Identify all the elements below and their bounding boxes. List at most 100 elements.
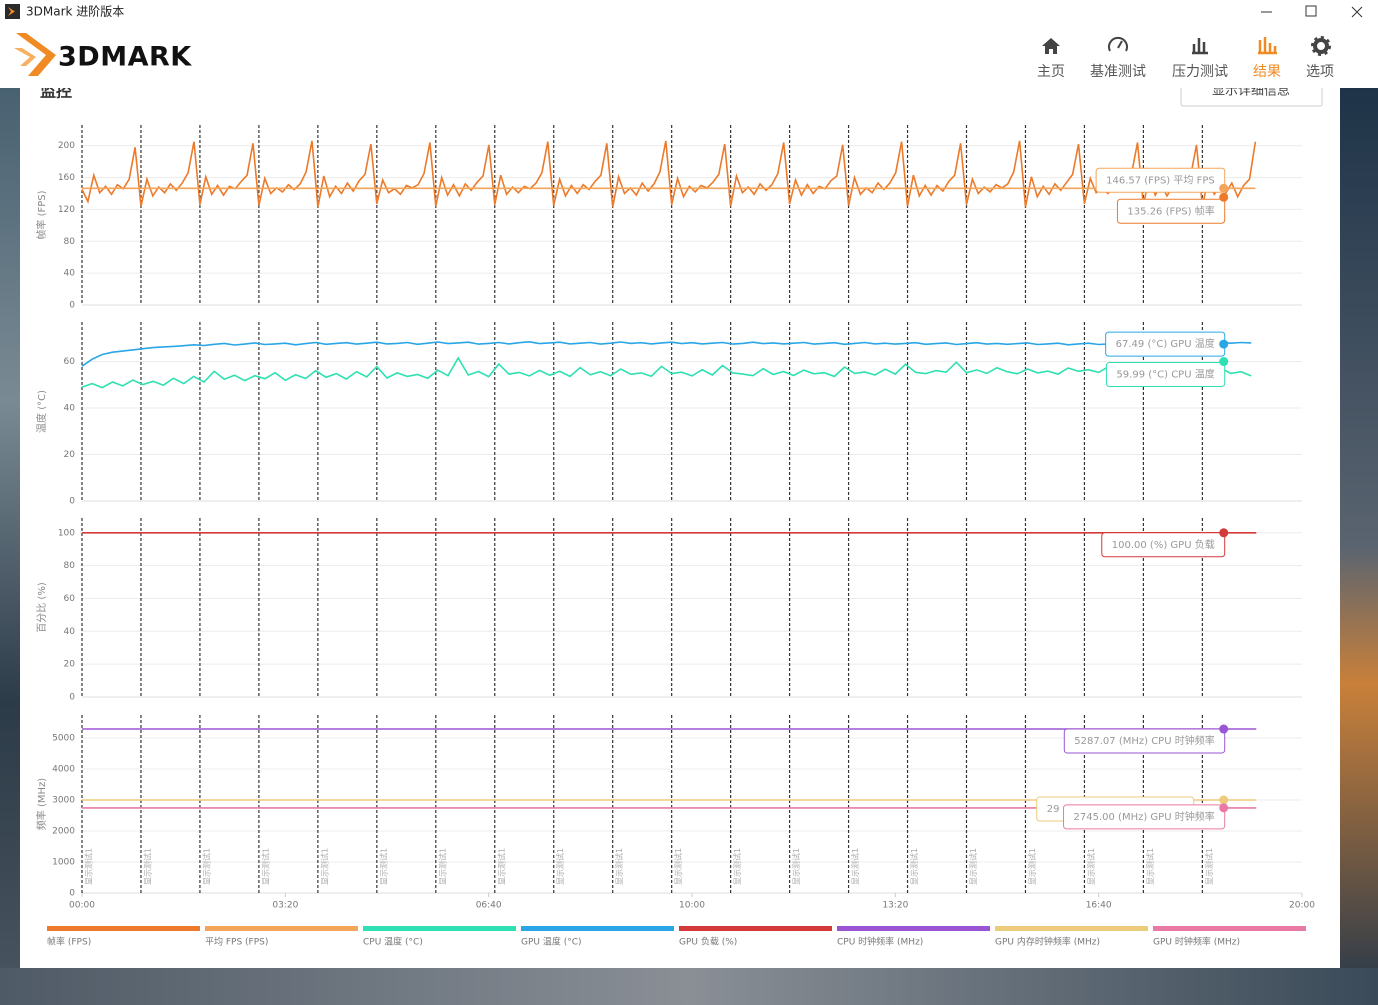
annotation-dot xyxy=(1219,795,1229,805)
icon-home xyxy=(1042,38,1060,54)
y-axis-title: 温度 (°C) xyxy=(35,390,48,433)
test-marker-label: 显示测试1 xyxy=(1204,848,1214,885)
test-marker-label: 显示测试1 xyxy=(732,848,742,885)
nav-item[interactable]: 结果 xyxy=(1253,64,1281,80)
legend-swatch xyxy=(995,926,1148,931)
annotation-dot xyxy=(1219,192,1229,202)
annotation-dot xyxy=(1219,724,1229,734)
nav-item[interactable]: 主页 xyxy=(1037,64,1065,80)
series-line xyxy=(81,356,1252,389)
legend-label: CPU 时钟频率 (MHz) xyxy=(837,936,923,948)
annotation-box xyxy=(1101,532,1226,558)
annotation-dot xyxy=(1219,528,1229,538)
test-marker-label: 显示测试1 xyxy=(84,848,94,885)
annotation-label: 2745.00 (MHz) GPU 时钟频率 xyxy=(1074,810,1215,823)
close[interactable] xyxy=(1351,6,1363,18)
annotation-box xyxy=(1116,198,1226,224)
annotation-dot xyxy=(1219,183,1229,193)
logo-text: 3DMARK xyxy=(58,42,192,73)
y-tick-label: 40 xyxy=(64,627,76,637)
test-marker-label: 显示测试1 xyxy=(201,848,211,885)
y-tick-label: 40 xyxy=(64,269,76,279)
x-tick-label: 13:20 xyxy=(882,901,908,911)
annotation-box xyxy=(1063,728,1226,754)
y-tick-label: 120 xyxy=(58,205,75,215)
y-tick-label: 40 xyxy=(64,404,76,414)
logo-mark-inner xyxy=(14,48,36,66)
annotation-dot xyxy=(1219,339,1229,349)
y-axis-title: 百分比 (%) xyxy=(36,582,48,633)
y-tick-label: 1000 xyxy=(52,857,75,867)
legend-label: 帧率 (FPS) xyxy=(47,936,91,948)
window-title: 3DMark 进阶版本 xyxy=(26,5,124,19)
y-tick-label: 20 xyxy=(64,660,76,670)
y-axis-title: 频率 (MHz) xyxy=(35,778,48,830)
test-marker-label: 显示测试1 xyxy=(319,848,329,885)
y-tick-label: 2000 xyxy=(52,826,75,836)
y-tick-label: 0 xyxy=(69,693,75,703)
test-marker-label: 显示测试1 xyxy=(378,848,388,885)
y-tick-label: 0 xyxy=(69,301,75,311)
legend-swatch xyxy=(363,926,516,931)
y-tick-label: 20 xyxy=(64,450,76,460)
x-tick-label: 10:00 xyxy=(679,901,705,911)
test-marker-label: 显示测试1 xyxy=(850,848,860,885)
y-tick-label: 60 xyxy=(64,357,76,367)
annotation-label: 135.26 (FPS) 帧率 xyxy=(1127,204,1214,217)
background-bottom xyxy=(0,968,1378,1005)
legend-label: CPU 温度 (°C) xyxy=(363,936,423,948)
annotation-box xyxy=(1105,362,1226,388)
icon-gauge-needle xyxy=(1117,40,1123,49)
icon-stress xyxy=(1192,38,1208,55)
legend-label: GPU 内存时钟频率 (MHz) xyxy=(995,936,1100,948)
annotation-label: 100.00 (%) GPU 负载 xyxy=(1112,538,1215,551)
annotation-box xyxy=(1063,804,1226,830)
background-right xyxy=(1340,88,1378,1005)
test-marker-label: 显示测试1 xyxy=(909,848,919,885)
test-marker-label: 显示测试1 xyxy=(968,848,978,885)
y-tick-label: 200 xyxy=(58,141,75,151)
nav-item[interactable]: 压力测试 xyxy=(1172,64,1228,80)
y-tick-label: 80 xyxy=(64,237,76,247)
icon-gauge xyxy=(1108,36,1128,52)
legend-swatch xyxy=(521,926,674,931)
nav-item[interactable]: 选项 xyxy=(1306,64,1334,80)
annotation: 135.26 (FPS) 帧率 xyxy=(1116,198,1226,224)
annotation-dot xyxy=(1219,803,1229,813)
legend-swatch xyxy=(679,926,832,931)
test-marker-label: 显示测试1 xyxy=(437,848,447,885)
annotation-label: 59.99 (°C) CPU 温度 xyxy=(1116,368,1214,381)
annotation-dot xyxy=(1219,357,1229,367)
annotation: 67.49 (°C) GPU 温度 xyxy=(1105,331,1226,357)
legend-swatch xyxy=(1153,926,1306,931)
x-tick-label: 20:00 xyxy=(1289,901,1315,911)
annotation: 2745.00 (MHz) GPU 时钟频率 xyxy=(1063,804,1226,830)
legend-swatch xyxy=(837,926,990,931)
logo-mark xyxy=(16,33,56,76)
annotation-box xyxy=(1095,167,1226,193)
app-icon-mark xyxy=(8,7,15,16)
x-tick-label: 03:20 xyxy=(272,901,298,911)
y-tick-label: 4000 xyxy=(52,764,75,774)
test-marker-label: 显示测试1 xyxy=(673,848,683,885)
test-marker-label: 显示测试1 xyxy=(142,848,152,885)
icon-options-teeth xyxy=(1311,36,1331,56)
annotation: 100.00 (%) GPU 负载 xyxy=(1101,532,1226,558)
y-tick-label: 3000 xyxy=(52,795,75,805)
test-marker-label: 显示测试1 xyxy=(555,848,565,885)
y-axis-title: 帧率 (FPS) xyxy=(35,190,48,239)
test-marker-label: 显示测试1 xyxy=(260,848,270,885)
maximize[interactable] xyxy=(1305,5,1317,17)
icon-results xyxy=(1258,37,1277,55)
test-marker-label: 显示测试1 xyxy=(791,848,801,885)
header: 3DMark 进阶版本 3DMARK 主页 基准测试 压力测试 结果 选项 xyxy=(0,0,1378,88)
y-tick-label: 160 xyxy=(58,173,75,183)
legend-label: GPU 温度 (°C) xyxy=(521,936,582,948)
nav-item[interactable]: 基准测试 xyxy=(1090,63,1146,80)
x-tick-label: 16:40 xyxy=(1086,901,1112,911)
annotation: 5287.07 (MHz) CPU 时钟频率 xyxy=(1063,728,1226,754)
annotation-label: 5287.07 (MHz) CPU 时钟频率 xyxy=(1074,734,1214,747)
